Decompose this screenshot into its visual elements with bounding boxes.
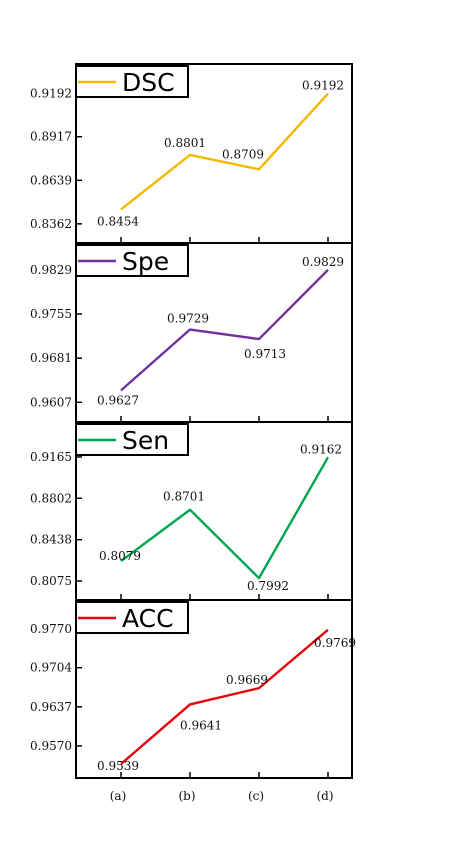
- y-tick-label: 0.9829: [30, 263, 72, 277]
- data-label: 0.8801: [164, 136, 206, 150]
- series-line-sen: [120, 456, 330, 580]
- y-tick-label: 0.8917: [30, 130, 72, 144]
- data-label: 0.9713: [244, 347, 286, 361]
- series-line-acc: [120, 628, 329, 765]
- legend-label: ACC: [122, 604, 174, 633]
- data-label: 0.9769: [314, 636, 356, 650]
- data-label: 0.9669: [226, 673, 268, 687]
- legend-label: Sen: [122, 426, 169, 455]
- y-tick-label: 0.9704: [30, 661, 72, 675]
- data-label: 0.8454: [97, 214, 139, 228]
- y-tick-label: 0.9770: [30, 622, 72, 636]
- y-tick-label: 0.8802: [30, 491, 72, 505]
- legend-box: [75, 65, 189, 98]
- data-label: 0.9192: [302, 79, 344, 93]
- data-label: 0.9162: [300, 442, 342, 456]
- legend-label: DSC: [122, 68, 175, 97]
- y-tick-label: 0.8639: [30, 173, 72, 187]
- data-label: 0.7992: [247, 579, 289, 593]
- x-tick-label: (b): [178, 789, 195, 803]
- y-tick-label: 0.9607: [30, 395, 72, 409]
- y-tick-label: 0.9165: [30, 450, 72, 464]
- data-label: 0.8079: [99, 549, 141, 563]
- y-tick-label: 0.8438: [30, 533, 72, 547]
- y-tick-label: 0.9637: [30, 700, 72, 714]
- legend-label: Spe: [122, 247, 169, 276]
- x-tick-label: (d): [316, 789, 333, 803]
- y-tick-label: 0.9192: [30, 87, 72, 101]
- data-label: 0.9627: [97, 393, 139, 407]
- data-label: 0.8701: [163, 490, 205, 504]
- data-label: 0.8709: [222, 147, 264, 161]
- data-label: 0.9539: [97, 759, 139, 773]
- y-tick-label: 0.9755: [30, 307, 72, 321]
- x-tick-label: (a): [110, 789, 127, 803]
- series-line-spe: [120, 269, 329, 392]
- plot-frame-4: [75, 599, 353, 779]
- y-tick-label: 0.8075: [30, 574, 72, 588]
- x-tick-label: (c): [248, 789, 264, 803]
- data-label: 0.9829: [302, 255, 344, 269]
- y-tick-label: 0.9570: [30, 739, 72, 753]
- y-tick-label: 0.9681: [30, 351, 72, 365]
- y-tick-label: 0.8362: [30, 217, 72, 231]
- data-label: 0.9729: [167, 312, 209, 326]
- data-label: 0.9641: [180, 718, 222, 732]
- series-line-dsc: [120, 92, 329, 211]
